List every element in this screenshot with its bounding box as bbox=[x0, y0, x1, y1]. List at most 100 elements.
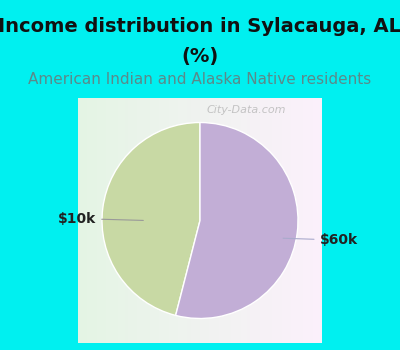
Bar bbox=[56, 93, 59, 348]
Text: City-Data.com: City-Data.com bbox=[207, 105, 286, 115]
Bar bbox=[62, 93, 65, 348]
Bar bbox=[200, 93, 203, 348]
Bar bbox=[238, 93, 241, 348]
Bar bbox=[216, 93, 219, 348]
Bar bbox=[134, 93, 137, 348]
Bar bbox=[322, 93, 326, 348]
Bar bbox=[197, 93, 200, 348]
Wedge shape bbox=[176, 122, 298, 318]
Bar bbox=[72, 93, 74, 348]
Bar bbox=[125, 93, 128, 348]
Bar bbox=[181, 93, 184, 348]
Bar bbox=[275, 93, 278, 348]
Bar bbox=[222, 93, 225, 348]
Bar bbox=[74, 93, 78, 348]
Bar bbox=[159, 93, 162, 348]
Bar bbox=[144, 93, 147, 348]
Bar bbox=[241, 93, 244, 348]
Bar bbox=[269, 93, 272, 348]
Bar bbox=[304, 93, 307, 348]
Text: American Indian and Alaska Native residents: American Indian and Alaska Native reside… bbox=[28, 72, 372, 87]
Bar bbox=[328, 93, 332, 348]
Bar bbox=[166, 93, 169, 348]
Bar bbox=[278, 93, 282, 348]
Bar bbox=[316, 93, 319, 348]
Bar bbox=[332, 93, 335, 348]
Bar bbox=[43, 93, 46, 348]
Bar bbox=[84, 93, 87, 348]
Bar bbox=[175, 93, 178, 348]
Bar bbox=[87, 93, 90, 348]
Bar bbox=[106, 93, 109, 348]
Bar bbox=[210, 93, 212, 348]
Bar bbox=[81, 93, 84, 348]
Bar bbox=[140, 93, 144, 348]
Bar bbox=[188, 93, 190, 348]
Bar bbox=[68, 93, 72, 348]
Bar bbox=[184, 93, 188, 348]
Bar bbox=[347, 93, 350, 348]
Bar bbox=[263, 93, 266, 348]
Bar bbox=[172, 93, 175, 348]
Bar bbox=[59, 93, 62, 348]
Bar bbox=[282, 93, 285, 348]
Bar bbox=[266, 93, 269, 348]
Bar bbox=[272, 93, 275, 348]
Bar bbox=[256, 93, 260, 348]
Bar bbox=[350, 93, 354, 348]
Bar bbox=[131, 93, 134, 348]
Bar bbox=[78, 93, 81, 348]
Bar bbox=[260, 93, 263, 348]
Bar bbox=[147, 93, 150, 348]
Bar bbox=[50, 93, 53, 348]
Bar bbox=[137, 93, 140, 348]
Bar bbox=[162, 93, 166, 348]
Bar bbox=[244, 93, 247, 348]
Bar bbox=[112, 93, 115, 348]
Bar bbox=[234, 93, 238, 348]
Bar bbox=[338, 93, 341, 348]
Bar bbox=[344, 93, 347, 348]
Bar bbox=[228, 93, 231, 348]
Text: $60k: $60k bbox=[283, 233, 358, 247]
Bar bbox=[53, 93, 56, 348]
Bar bbox=[307, 93, 310, 348]
Text: Income distribution in Sylacauga, AL: Income distribution in Sylacauga, AL bbox=[0, 18, 400, 36]
Bar bbox=[115, 93, 118, 348]
Bar bbox=[156, 93, 159, 348]
Bar bbox=[90, 93, 93, 348]
Bar bbox=[297, 93, 300, 348]
Bar bbox=[190, 93, 194, 348]
Bar bbox=[203, 93, 206, 348]
Bar bbox=[231, 93, 234, 348]
Bar bbox=[100, 93, 103, 348]
Wedge shape bbox=[102, 122, 200, 315]
Text: $10k: $10k bbox=[58, 211, 143, 225]
Bar bbox=[354, 93, 357, 348]
Bar bbox=[341, 93, 344, 348]
Bar bbox=[109, 93, 112, 348]
Bar bbox=[128, 93, 131, 348]
Bar bbox=[326, 93, 328, 348]
Bar bbox=[288, 93, 291, 348]
Bar bbox=[178, 93, 181, 348]
Bar bbox=[300, 93, 304, 348]
Bar bbox=[150, 93, 153, 348]
Bar bbox=[122, 93, 125, 348]
Bar bbox=[319, 93, 322, 348]
Bar bbox=[247, 93, 250, 348]
Bar bbox=[169, 93, 172, 348]
Bar bbox=[225, 93, 228, 348]
Bar bbox=[96, 93, 100, 348]
Bar bbox=[310, 93, 313, 348]
Bar bbox=[219, 93, 222, 348]
Bar bbox=[118, 93, 122, 348]
Bar bbox=[335, 93, 338, 348]
Bar bbox=[285, 93, 288, 348]
Bar bbox=[250, 93, 253, 348]
Bar bbox=[206, 93, 210, 348]
Bar bbox=[103, 93, 106, 348]
Bar bbox=[291, 93, 294, 348]
Bar bbox=[46, 93, 50, 348]
Bar bbox=[153, 93, 156, 348]
